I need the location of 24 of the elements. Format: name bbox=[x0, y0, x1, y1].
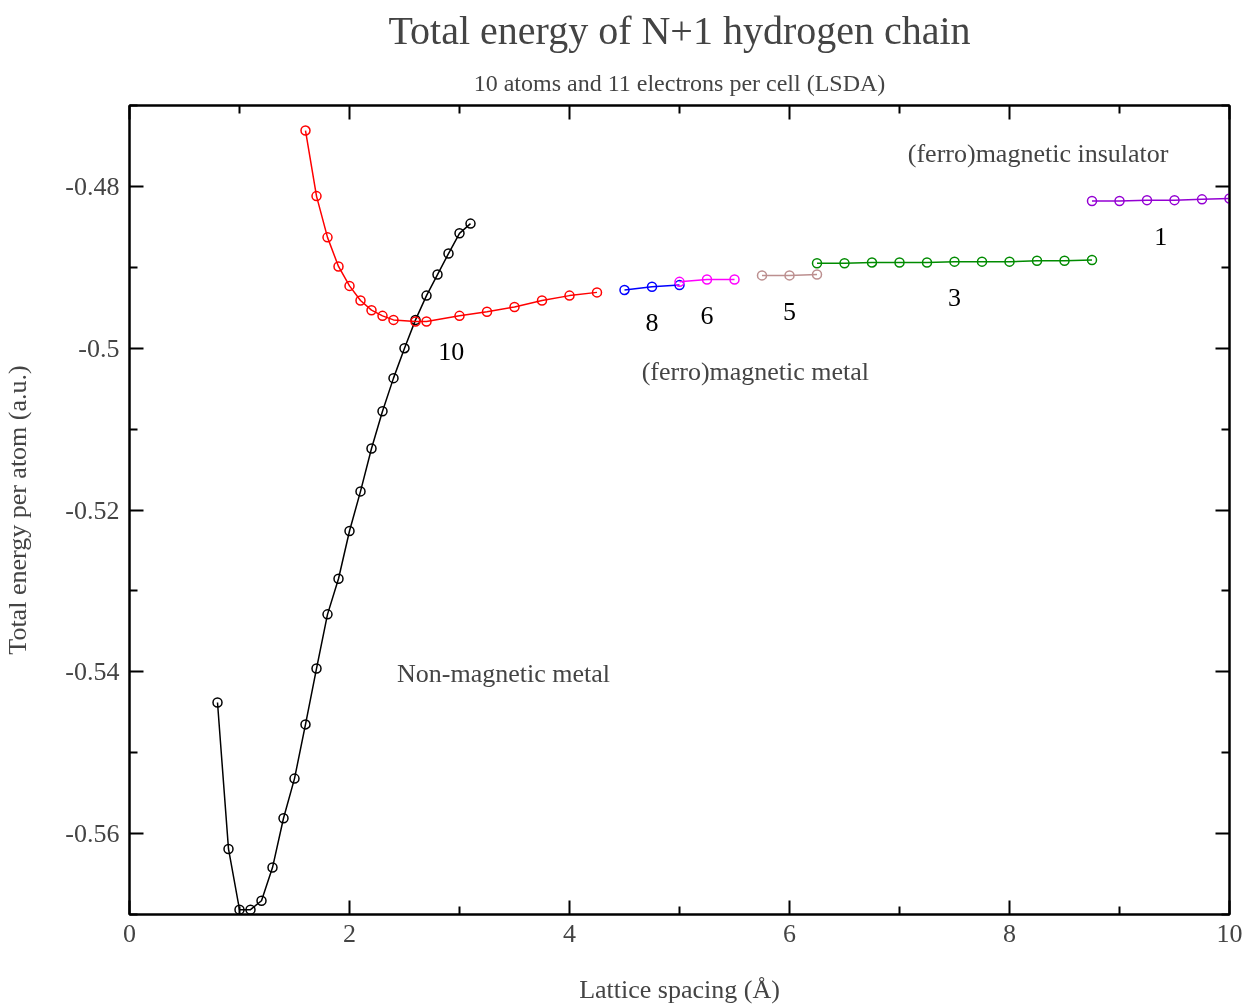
x-tick-label: 8 bbox=[1003, 918, 1016, 948]
series-label: 8 bbox=[645, 308, 659, 338]
series-label: 3 bbox=[948, 283, 961, 313]
x-tick-label: 4 bbox=[563, 918, 576, 948]
x-axis-title: Lattice spacing (Å) bbox=[579, 974, 780, 1004]
annotation: (ferro)magnetic metal bbox=[641, 357, 870, 387]
y-tick-label: -0.54 bbox=[65, 657, 120, 687]
chart-subtitle: 10 atoms and 11 electrons per cell (LSDA) bbox=[473, 69, 886, 96]
annotation: Non-magnetic metal bbox=[397, 658, 610, 688]
series-label: 1 bbox=[1154, 221, 1168, 251]
chart-title: Total energy of N+1 hydrogen chain bbox=[388, 7, 971, 53]
y-tick-label: -0.52 bbox=[65, 495, 120, 525]
x-tick-label: 0 bbox=[123, 918, 136, 948]
x-tick-label: 2 bbox=[343, 918, 356, 948]
y-axis-title: Total energy per atom (a.u.) bbox=[3, 365, 33, 655]
y-tick-label: -0.48 bbox=[65, 171, 120, 201]
x-tick-label: 10 bbox=[1216, 918, 1243, 948]
series-label: 5 bbox=[783, 296, 796, 326]
x-tick-label: 6 bbox=[783, 918, 796, 948]
annotation: (ferro)magnetic insulator bbox=[907, 138, 1169, 168]
y-tick-label: -0.5 bbox=[78, 333, 120, 363]
series-label: 10 bbox=[438, 337, 465, 367]
y-tick-label: -0.56 bbox=[65, 819, 120, 849]
series-label: 6 bbox=[700, 300, 714, 330]
